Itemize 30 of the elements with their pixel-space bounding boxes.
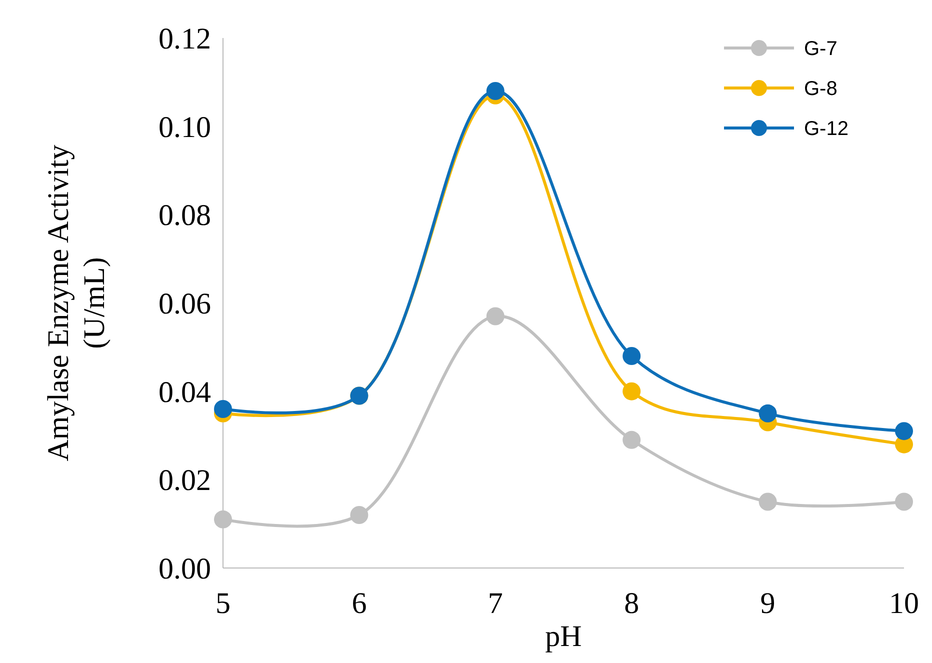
y-tick-label: 0.02 bbox=[158, 464, 211, 498]
x-tick-label: 5 bbox=[216, 587, 230, 620]
point bbox=[758, 404, 777, 422]
y-tick-label: 0.06 bbox=[158, 288, 211, 320]
y-axis-title: Amylase Enzyme Activity (U/mL) bbox=[42, 144, 111, 462]
point bbox=[895, 422, 913, 440]
point bbox=[622, 430, 641, 449]
point bbox=[895, 492, 913, 511]
x-tick-label: 10 bbox=[889, 587, 919, 620]
legend-label: G-12 bbox=[804, 118, 848, 140]
y-tick-label: 0.08 bbox=[158, 199, 211, 232]
x-tick-label: 6 bbox=[352, 587, 367, 620]
point bbox=[622, 382, 641, 400]
x-tick-label: 8 bbox=[624, 587, 640, 620]
y-tick-label: 0.12 bbox=[158, 22, 211, 56]
y-tick-label: 0.00 bbox=[158, 552, 211, 586]
legend-label: G-8 bbox=[804, 78, 838, 100]
x-axis-title: pH bbox=[545, 620, 582, 653]
point bbox=[758, 492, 777, 511]
point bbox=[486, 82, 504, 100]
point bbox=[622, 347, 641, 365]
point bbox=[214, 510, 232, 528]
y-tick-label: 0.04 bbox=[158, 376, 211, 409]
x-tick-label: 7 bbox=[488, 587, 503, 620]
point bbox=[214, 400, 232, 418]
legend-label: G-7 bbox=[804, 38, 838, 60]
point bbox=[486, 307, 504, 326]
x-tick-label: 9 bbox=[760, 587, 776, 620]
y-tick-label: 0.10 bbox=[158, 110, 211, 144]
point bbox=[350, 506, 368, 524]
